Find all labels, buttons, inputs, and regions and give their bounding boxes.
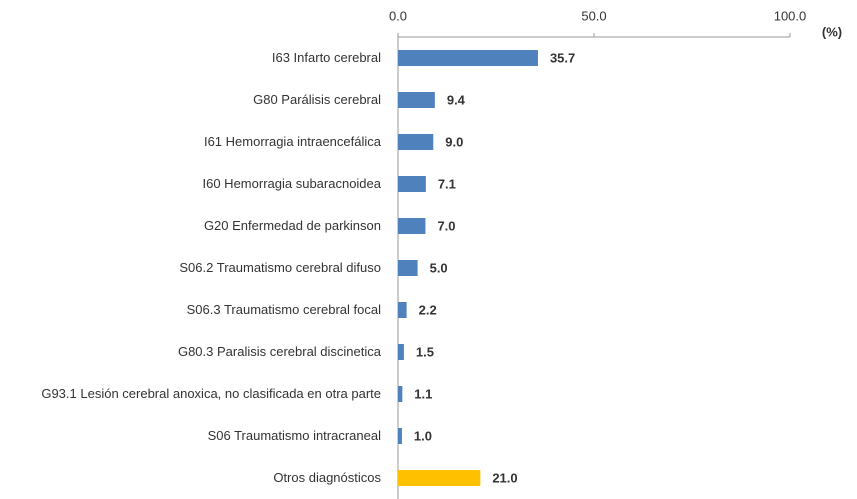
value-label: 1.5 (416, 344, 434, 359)
value-label: 2.2 (419, 302, 437, 317)
category-label: Otros diagnósticos (273, 470, 381, 485)
category-label: G93.1 Lesión cerebral anoxica, no clasif… (41, 386, 381, 401)
bar (398, 218, 426, 234)
bar (398, 386, 403, 402)
category-label: S06.2 Traumatismo cerebral difuso (179, 260, 381, 275)
value-label: 5.0 (430, 260, 448, 275)
bar (398, 302, 407, 318)
category-label: I61 Hemorragia intraencefálica (203, 134, 381, 149)
bar (398, 176, 426, 192)
bar (398, 470, 481, 486)
value-label: 7.1 (438, 176, 456, 191)
category-label: I60 Hemorragia subaracnoidea (202, 176, 382, 191)
value-label: 35.7 (550, 50, 575, 65)
x-tick-label: 0.0 (389, 8, 407, 23)
category-label: G80.3 Paralisis cerebral discinetica (177, 344, 381, 359)
bar (398, 92, 435, 108)
category-label: G80 Parálisis cerebral (253, 92, 381, 107)
value-label: 9.0 (445, 134, 463, 149)
x-tick-label: 100.0 (774, 8, 807, 23)
value-label: 9.4 (447, 92, 466, 107)
category-label: S06 Traumatismo intracraneal (207, 428, 381, 443)
x-tick-label: 50.0 (581, 8, 606, 23)
category-label: S06.3 Traumatismo cerebral focal (186, 302, 381, 317)
category-label: G20 Enfermedad de parkinson (203, 218, 381, 233)
bar (398, 134, 434, 150)
value-label: 21.0 (492, 470, 517, 485)
value-label: 1.0 (414, 428, 432, 443)
bar (398, 344, 404, 360)
bar (398, 50, 538, 66)
x-unit: (%) (822, 24, 842, 39)
bar (398, 260, 418, 276)
category-label: I63 Infarto cerebral (271, 50, 381, 65)
bar (398, 428, 402, 444)
value-label: 7.0 (437, 218, 455, 233)
value-label: 1.1 (414, 386, 432, 401)
